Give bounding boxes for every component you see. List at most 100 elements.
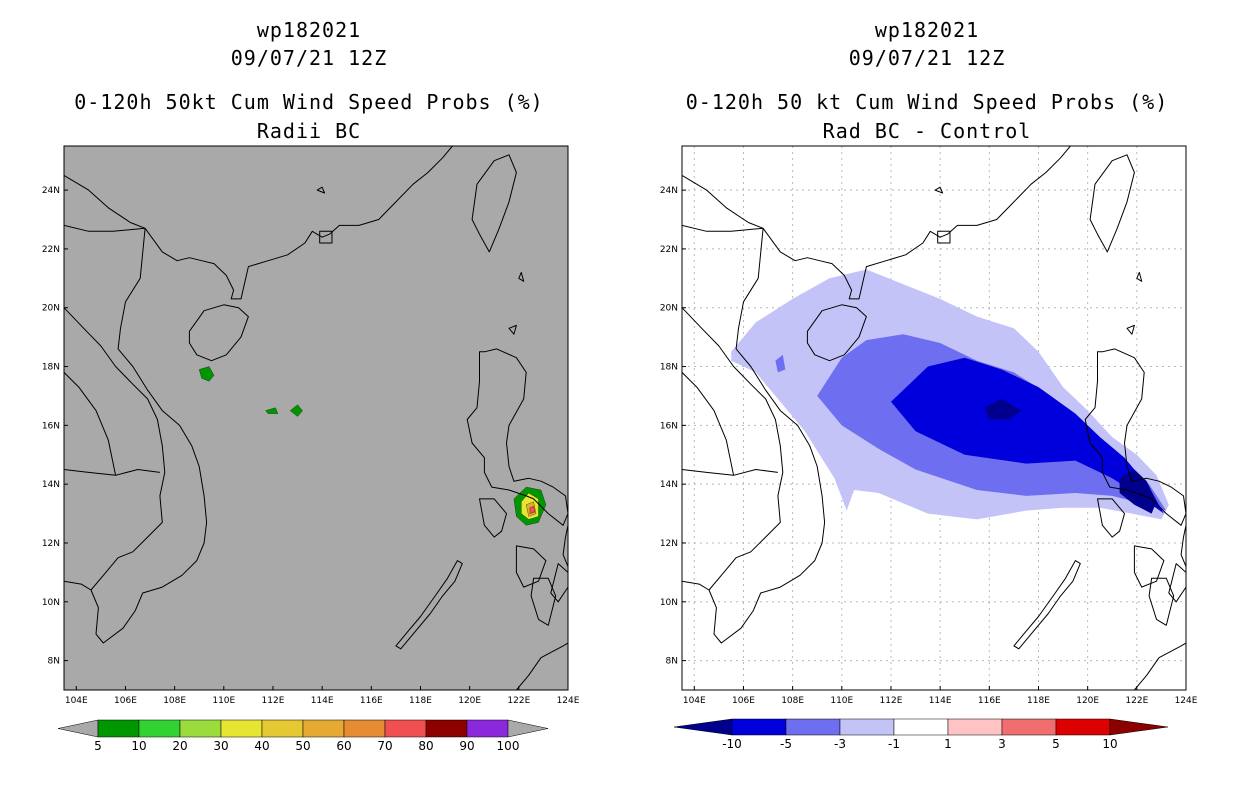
left-island-outline [550,563,568,603]
right-colorbar: -10 -5 -3 -1 1 3 5 10 [673,718,1169,751]
right-xtick-label: 124E [1175,696,1198,706]
left-island-outline [395,560,463,650]
left-xtick-label: 110E [212,696,235,706]
right-chart-title: 0-120h 50 kt Cum Wind Speed Probs (%) [685,90,1169,114]
left-xtick-label: 112E [262,696,285,706]
left-island-outline [530,577,557,626]
right-map-plot: 104E 106E 108E 110E 112E 114E 116E 118E 120E 122E… [660,145,1198,751]
right-colorbar-swatch [947,718,1003,736]
left-ytick-label: 24N [42,186,60,196]
right-date-time: 09/07/21 12Z [848,46,1006,70]
left-island-outline [515,545,547,588]
right-ytick-label: 22N [660,245,678,255]
right-hong-kong-marker [937,230,951,244]
left-ytick-label: 12N [42,539,60,549]
left-map-plot: 104E 106E 108E 110E 112E 114E 116E 118E 120E 122E… [42,145,580,753]
right-coast-china [682,146,1071,300]
left-colorbar-swatch [343,719,386,738]
left-island-outline [515,642,568,690]
right-diff-contour [775,354,786,373]
right-colorbar-label: 5 [1052,737,1060,751]
right-colorbar-label: 1 [944,737,952,751]
right-colorbar-swatch [1055,718,1111,736]
right-xtick-label: 114E [929,696,952,706]
right-coastlines [682,146,1186,690]
left-xtick-label: 104E [65,696,88,706]
left-coast-china [64,146,453,300]
right-ytick-label: 10N [660,598,678,608]
right-diff-contour [891,357,1164,514]
left-ytick-label: 14N [42,480,60,490]
left-coastlines [64,146,568,690]
right-xtick-label: 108E [781,696,804,706]
right-colorbar-label: -1 [888,737,900,751]
right-ytick-label: 18N [660,363,678,373]
left-ytick-label: 16N [42,421,60,431]
right-xtick-label: 120E [1076,696,1099,706]
left-islet-outline [518,271,525,282]
left-colorbar-swatch [466,719,509,738]
left-colorbar-swatch [302,719,345,738]
left-colorbar-low-end [57,719,99,738]
right-island-outline [1168,563,1186,603]
right-xtick-label: 116E [978,696,1001,706]
left-island-outline [466,348,568,526]
left-prob-contour [289,404,303,417]
left-prob-contour [265,407,279,414]
right-xtick-label: 110E [830,696,853,706]
left-country-border [64,372,117,476]
right-islet-outline [934,186,944,194]
right-map-panel: wp182021 09/07/21 12Z 0-120h 50 kt Cum W… [618,0,1236,800]
left-prob-contour [199,366,215,382]
left-map-panel: wp182021 09/07/21 12Z 0-120h 50kt Cum Wi… [42,18,580,753]
right-colorbar-label: -10 [722,737,742,751]
left-hong-kong-marker [319,230,333,244]
left-chart-title: 0-120h 50kt Cum Wind Speed Probs (%) [74,90,544,114]
left-colorbar-swatch [220,719,263,738]
right-colorbar-swatch [893,718,949,736]
right-map-layers [682,146,1186,690]
right-island-outline [1084,348,1186,526]
right-colorbar-label: -5 [780,737,792,751]
right-ytick-label: 8N [666,657,678,667]
left-colorbar: 5 10 20 30 40 50 60 70 80 90 100 [57,719,549,753]
right-country-border [682,372,735,476]
right-xtick-label: 104E [683,696,706,706]
right-island-outline [1180,524,1186,567]
right-island-outline [1013,560,1081,650]
left-date-time: 09/07/21 12Z [230,46,388,70]
left-xtick-label: 114E [311,696,334,706]
right-islet-outline [1136,271,1143,282]
left-xtick-label: 120E [458,696,481,706]
right-colorbar-swatch [731,718,787,736]
left-xtick-label: 122E [507,696,530,706]
left-ytick-label: 18N [42,363,60,373]
left-colorbar-swatch [261,719,304,738]
left-island-outline [479,498,507,538]
right-colorbar-label: 10 [1102,737,1117,751]
right-island-outline [1133,642,1186,690]
left-colorbar-label: 90 [459,739,474,753]
left-plot-frame [63,145,569,691]
left-colorbar-swatch [138,719,181,738]
right-island-outline [1097,498,1125,538]
right-country-border [682,307,784,591]
right-colorbar-low-end [673,718,733,736]
left-colorbar-label: 60 [336,739,351,753]
left-storm-id: wp182021 [256,18,362,42]
right-islet-outline [1126,324,1135,335]
left-colorbar-high-end [507,719,549,738]
right-island-outline [806,304,867,362]
left-colorbar-label: 30 [213,739,228,753]
right-plot-frame [681,145,1187,691]
left-colorbar-label: 20 [172,739,187,753]
right-country-border [682,224,764,232]
right-island-outline [1089,154,1135,253]
left-colorbar-label: 70 [377,739,392,753]
left-ytick-label: 10N [42,598,60,608]
left-colorbar-label: 100 [497,739,520,753]
right-colorbar-high-end [1109,718,1169,736]
left-xtick-label: 118E [409,696,432,706]
left-xtick-label: 108E [163,696,186,706]
left-colorbar-label: 50 [295,739,310,753]
